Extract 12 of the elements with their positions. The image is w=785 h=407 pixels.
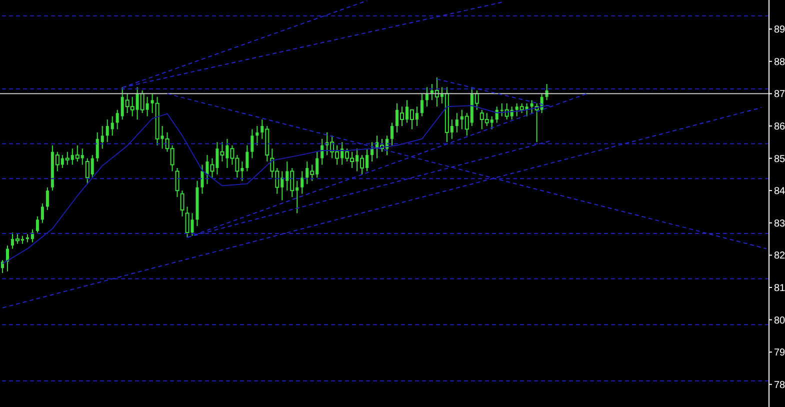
y-tick-label: 84 xyxy=(774,186,785,198)
y-tick-label: 89 xyxy=(774,24,785,36)
y-tick-label: 85 xyxy=(774,154,785,165)
y-tick-label: 87 xyxy=(774,89,785,100)
y-tick-label: 79 xyxy=(774,348,785,359)
y-tick-label: 88 xyxy=(774,56,785,68)
y-tick-label: 83 xyxy=(774,218,785,230)
y-tick-label: 82 xyxy=(774,250,785,262)
y-tick-label: 81 xyxy=(774,283,785,294)
y-tick-label: 86 xyxy=(774,122,785,133)
y-tick-label: 80 xyxy=(774,315,785,326)
y-tick-label: 78 xyxy=(774,380,785,391)
